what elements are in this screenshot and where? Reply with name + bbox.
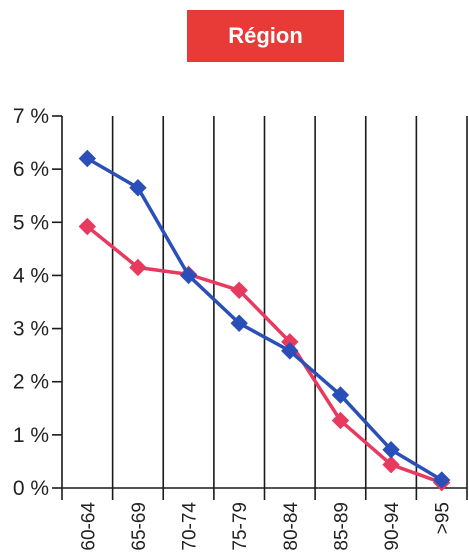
series-line-2 bbox=[86, 225, 443, 485]
y-tick-label: 4 % bbox=[13, 264, 49, 287]
series-1-point bbox=[331, 386, 350, 404]
y-tick-label: 6 % bbox=[13, 158, 49, 181]
y-tick-label: 7 % bbox=[13, 105, 49, 128]
x-tick-label: >95 bbox=[433, 502, 454, 534]
chart-title-box: Région bbox=[187, 10, 344, 62]
series-1-point bbox=[382, 441, 400, 459]
series-2-point bbox=[78, 217, 97, 236]
x-tick-label: 70-74 bbox=[180, 502, 201, 551]
series-2-point bbox=[129, 258, 147, 277]
x-tick-label: 85-89 bbox=[331, 502, 352, 551]
y-tick-label: 1 % bbox=[13, 424, 49, 447]
series-1-point bbox=[432, 471, 451, 489]
series-1-point bbox=[281, 342, 299, 360]
series-1-point bbox=[78, 149, 97, 168]
series-1-point bbox=[179, 266, 198, 285]
y-tick-label: 5 % bbox=[13, 211, 49, 234]
y-tick-label: 2 % bbox=[13, 371, 49, 394]
x-tick-label: 90-94 bbox=[382, 502, 403, 551]
x-tick-label: 60-64 bbox=[78, 502, 99, 551]
series-1-point bbox=[129, 179, 147, 197]
x-tick-label: 75-79 bbox=[230, 502, 251, 551]
x-tick-label: 65-69 bbox=[129, 502, 150, 551]
chart-title: Région bbox=[228, 23, 303, 48]
series-2-point bbox=[230, 281, 248, 300]
series-2-point bbox=[331, 411, 350, 430]
series-2-point bbox=[382, 455, 400, 474]
series-1-point bbox=[230, 314, 248, 332]
y-tick-label: 3 % bbox=[13, 318, 49, 341]
series-line-1 bbox=[86, 156, 443, 482]
y-tick-label: 0 % bbox=[13, 477, 49, 500]
x-tick-label: 80-84 bbox=[281, 502, 302, 551]
